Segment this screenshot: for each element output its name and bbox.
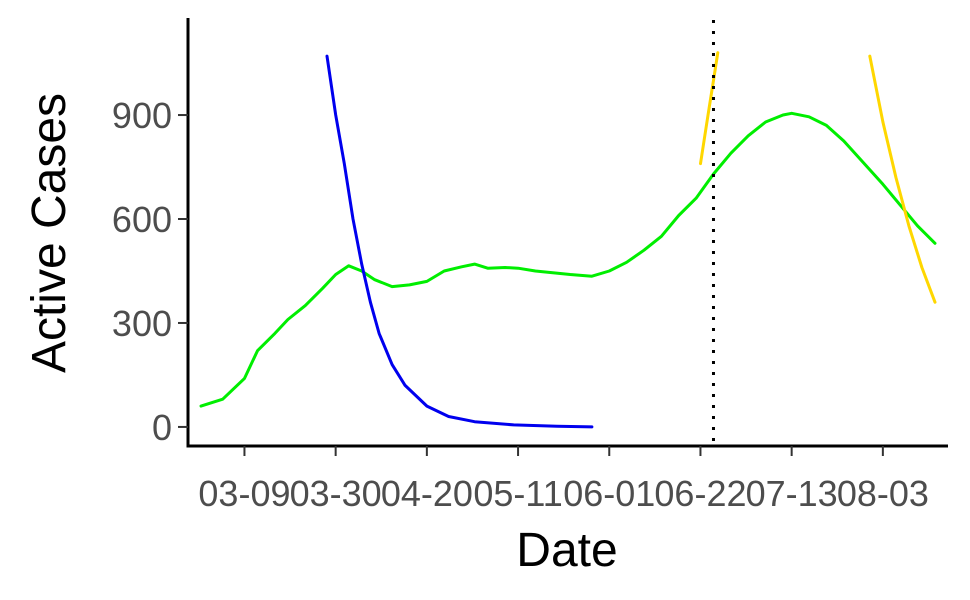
x-tick-label: 03-09 — [198, 473, 290, 514]
x-tick-label: 07-13 — [746, 473, 838, 514]
y-tick-label: 600 — [112, 199, 172, 240]
series-line-2 — [325, 54, 594, 429]
axes — [186, 18, 948, 448]
y-axis-title: Active Cases — [23, 93, 76, 373]
y-ticks: 0 300 600 900 — [112, 95, 188, 448]
x-tick-label: 05-11 — [473, 473, 562, 514]
x-ticks: 03-09 03-30 04-20 05-11 06-01 06-22 07-13 08-03 — [198, 446, 929, 514]
y-tick-label: 300 — [112, 303, 172, 344]
x-axis-title: Date — [516, 524, 617, 577]
y-tick-label: 0 — [152, 407, 172, 448]
y-tick-label: 900 — [112, 95, 172, 136]
series-line-3 — [699, 51, 720, 166]
x-tick-label: 04-20 — [381, 473, 473, 514]
x-tick-label: 03-30 — [290, 473, 382, 514]
x-tick-label: 06-01 — [563, 473, 655, 514]
series-line-1 — [199, 111, 937, 408]
series-line-4 — [868, 54, 937, 304]
plot-marks — [199, 20, 937, 446]
x-tick-label: 06-22 — [654, 473, 746, 514]
x-tick-label: 08-03 — [837, 473, 929, 514]
